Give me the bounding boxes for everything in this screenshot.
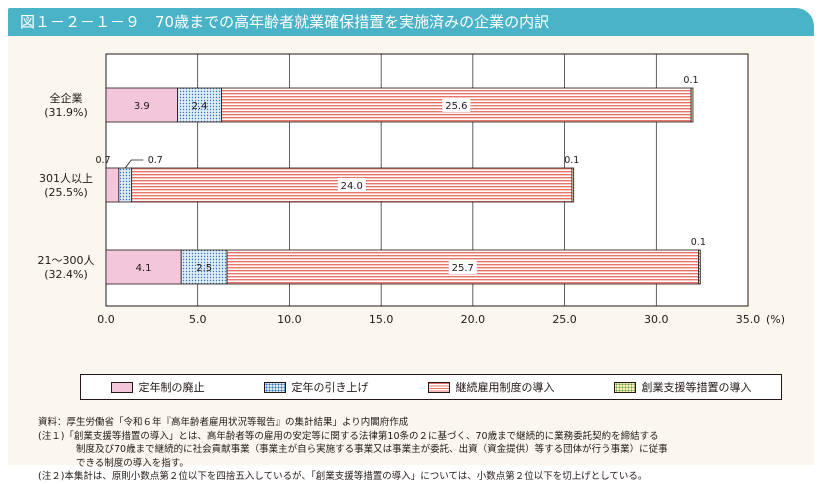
data-label: 0.1 bbox=[691, 237, 706, 248]
bar-segment bbox=[180, 249, 228, 285]
data-label-bg bbox=[442, 98, 471, 112]
legend-item-abolition: 定年制の廃止 bbox=[110, 379, 205, 395]
bar-segment bbox=[118, 167, 133, 203]
bar-segment bbox=[105, 167, 120, 203]
x-tick-label: 15.0 bbox=[369, 313, 394, 326]
bar-segment bbox=[698, 249, 701, 285]
category-label: 21～300人 bbox=[38, 254, 95, 267]
data-label: 25.7 bbox=[452, 263, 474, 274]
category-share-label: (32.4%) bbox=[44, 268, 88, 281]
x-tick-label: 30.0 bbox=[644, 313, 669, 326]
legend-item-raise: 定年の引き上げ bbox=[263, 379, 369, 395]
category-share-label: (25.5%) bbox=[44, 186, 88, 199]
x-axis-unit: (%) bbox=[766, 313, 785, 326]
bar-segment bbox=[690, 87, 694, 123]
legend-label: 定年の引き上げ bbox=[291, 381, 369, 394]
chart-panel: 3.9 2.4 25.6 0.1 0.7 0.7 24.0 0.1 4.1 2.5 25.7 0.1 … bbox=[8, 36, 814, 482]
source-line: 資料：厚生労働省「令和６年『高年齢者雇用状況等報告』の集計結果」より内閣府作成 bbox=[38, 417, 409, 428]
x-tick-label: 5.0 bbox=[189, 313, 207, 326]
data-label: 2.4 bbox=[192, 101, 208, 112]
legend-label: 創業支援等措置の導入 bbox=[641, 381, 752, 394]
figure-title: 図１－２－１－９ 70歳までの高年齢者就業確保措置を実施済みの企業の内訳 bbox=[8, 8, 814, 36]
note-1-line: 制度及び70歳まで継続的に社会貢献事業（事業主が自ら実施する事業又は事業主が委託… bbox=[76, 444, 668, 455]
data-label: 25.6 bbox=[445, 101, 467, 112]
bar-segment bbox=[105, 249, 182, 285]
yellow-dotted-swatch-icon bbox=[613, 381, 636, 393]
category-label: 301人以上 bbox=[39, 172, 93, 185]
category-share-label: (31.9%) bbox=[44, 106, 88, 119]
x-tick-label: 10.0 bbox=[277, 313, 302, 326]
data-label: 24.0 bbox=[341, 181, 363, 192]
chart-legend: 定年制の廃止 定年の引き上げ 継続雇用制度の導入 創業支援等措置の導入 bbox=[80, 374, 782, 400]
legend-item-continued: 継続雇用制度の導入 bbox=[427, 379, 555, 395]
note-2-line: (注２)本集計は、原則小数点第２位以下を四捨五入しているが、「創業支援等措置の導… bbox=[38, 471, 648, 482]
x-tick-label: 35.0 bbox=[736, 313, 761, 326]
note-1-line: (注１)「創業支援等措置の導入」とは、高年齢者等の雇用の安定等に関する法律第10… bbox=[38, 430, 659, 442]
legend-item-support: 創業支援等措置の導入 bbox=[613, 379, 752, 395]
bar-segment bbox=[571, 167, 575, 203]
pink-swatch-icon bbox=[110, 381, 133, 393]
data-label: 0.7 bbox=[148, 155, 163, 166]
leader-line bbox=[124, 159, 144, 169]
data-label: 0.1 bbox=[564, 155, 579, 166]
data-label: 4.1 bbox=[136, 263, 152, 274]
data-label: 2.5 bbox=[196, 263, 212, 274]
x-tick-label: 0.0 bbox=[97, 313, 115, 326]
legend-label: 継続雇用制度の導入 bbox=[455, 381, 555, 394]
legend-label: 定年制の廃止 bbox=[138, 381, 205, 394]
category-label: 全企業 bbox=[50, 91, 83, 105]
note-1-line: できる制度の導入を指す。 bbox=[76, 457, 189, 469]
stacked-bar-chart: 3.9 2.4 25.60.10.7 0.724.00.14.1 2.5 25.70.1 … bbox=[38, 53, 785, 326]
x-tick-label: 20.0 bbox=[461, 313, 486, 326]
source-notes: 資料：厚生労働省「令和６年『高年齢者雇用状況等報告』の集計結果」より内閣府作成 … bbox=[38, 416, 808, 484]
data-label-bg bbox=[337, 178, 366, 192]
red-striped-swatch-icon bbox=[427, 381, 450, 393]
x-tick-label: 25.0 bbox=[552, 313, 577, 326]
data-label: 3.9 bbox=[134, 101, 150, 112]
data-label: 0.1 bbox=[683, 75, 698, 86]
data-label-bg bbox=[448, 260, 477, 274]
data-label: 0.7 bbox=[95, 155, 110, 166]
blue-dotted-swatch-icon bbox=[263, 381, 286, 393]
